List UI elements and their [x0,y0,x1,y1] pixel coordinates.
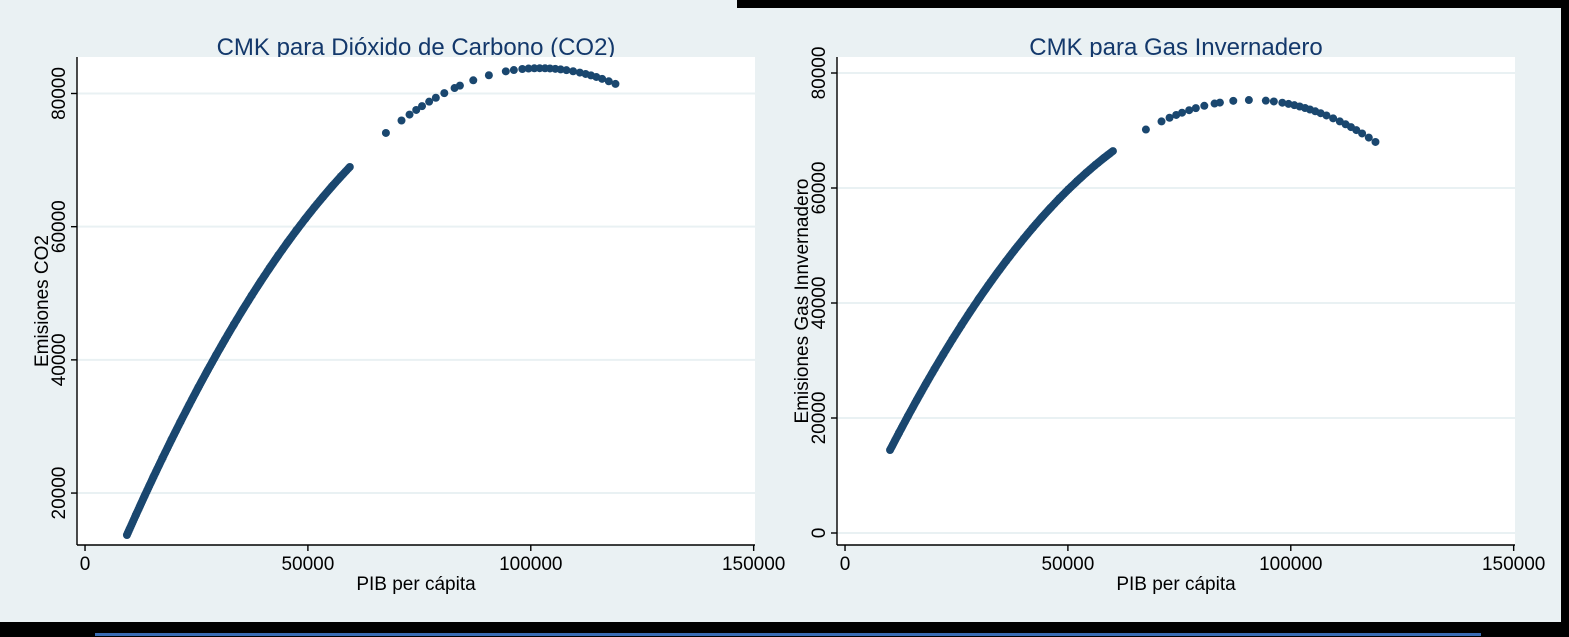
x-tick-label: 0 [840,554,851,575]
scatter-sparse-points [381,64,620,137]
chart-title-gas-invernadero: CMK para Gas Invernadero [1029,34,1323,61]
chart-0: 0 50000 100000 150000 20000 40000 60000 80000 PI… [32,57,785,595]
y-tick-label: 40000 [49,333,70,386]
plot-area [837,57,1515,545]
axes [76,57,755,546]
y-tick-label: 80000 [49,67,70,120]
axes [836,57,1515,546]
x-tick-label: 100000 [499,554,562,575]
x-tick-label: 150000 [722,554,785,575]
x-axis-title: PIB per cápita [1116,574,1236,595]
plot-area [77,57,755,545]
x-tick-label: 50000 [281,554,334,575]
scatter-dense-band [886,147,1117,455]
window-border-accent-line [95,633,1481,636]
x-tick-label: 50000 [1041,554,1094,575]
y-tick-label: 60000 [809,162,830,215]
x-tick-label: 100000 [1259,554,1322,575]
gridlines [77,92,755,495]
y-axis-title: Emisiones Gas Innvernadero [792,178,813,423]
scatter-dense-band [122,162,354,539]
y-tick-label: 20000 [809,392,830,445]
y-tick-label: 60000 [49,200,70,253]
gridlines [837,72,1515,534]
y-tick-label: 20000 [49,467,70,520]
y-tick-label: 40000 [809,277,830,330]
y-axis-ticks: 0 20000 40000 60000 80000 [809,47,837,539]
scatter-sparse-points [1141,96,1380,146]
chart-title-co2: CMK para Dióxido de Carbono (CO2) [216,34,616,61]
x-axis-ticks: 0 50000 100000 150000 [80,545,785,575]
y-tick-label: 0 [809,528,830,539]
chart-1: 0 50000 100000 150000 0 20000 40000 60000 80000 P… [792,47,1545,595]
y-axis-ticks: 20000 40000 60000 80000 [49,67,77,519]
x-tick-label: 150000 [1482,554,1545,575]
y-axis-title: Emisiones CO2 [32,235,53,367]
x-axis-title: PIB per cápita [356,574,476,595]
window-edge-right [1561,0,1569,637]
x-tick-label: 0 [80,554,91,575]
window-edge-top [737,0,1569,8]
y-tick-label: 80000 [809,47,830,100]
charts-canvas: 0 50000 100000 150000 20000 40000 60000 80000 PI… [32,47,1545,595]
x-axis-ticks: 0 50000 100000 150000 [840,545,1545,575]
